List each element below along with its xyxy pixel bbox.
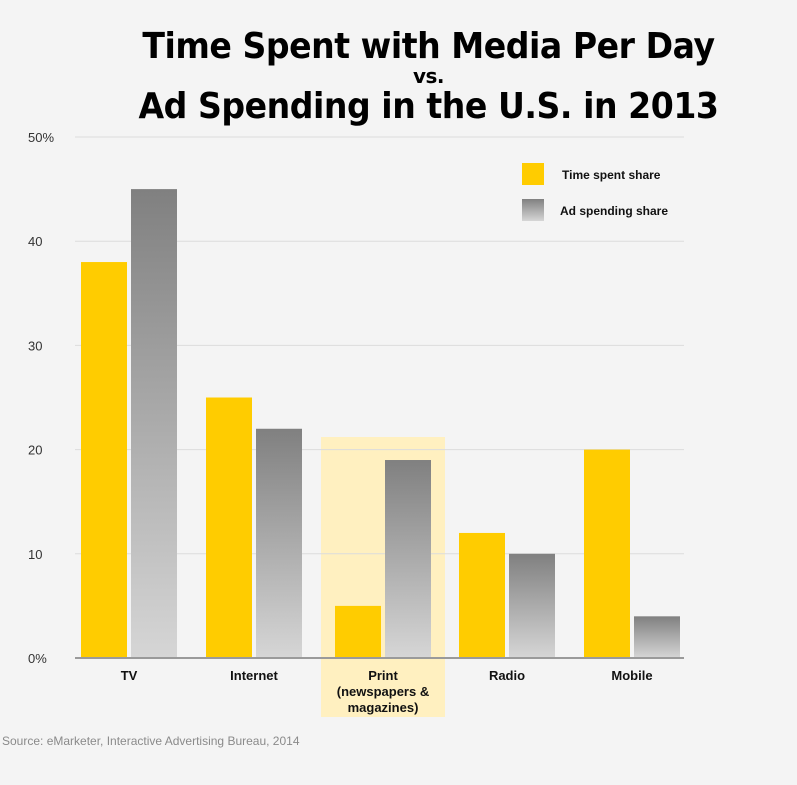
bar-time-spent-share xyxy=(81,262,127,658)
source-note: Source: eMarketer, Interactive Advertisi… xyxy=(2,734,300,748)
chart-title-line-2: vs. xyxy=(412,64,445,88)
x-tick-label: Radio xyxy=(489,668,525,683)
bar-ad-spending-share xyxy=(634,616,680,658)
x-tick-label: Mobile xyxy=(611,668,652,683)
y-tick-label: 0% xyxy=(28,651,47,666)
chart-title-line-1: Time Spent with Media Per Day xyxy=(142,26,715,67)
y-tick-label: 50% xyxy=(28,130,54,145)
bar-time-spent-share xyxy=(206,397,252,658)
legend-label-time-spent: Time spent share xyxy=(562,168,661,182)
bar-ad-spending-share xyxy=(385,460,431,658)
legend-swatch-ad-spending xyxy=(522,199,544,221)
y-tick-label: 40 xyxy=(28,234,42,249)
bar-time-spent-share xyxy=(584,449,630,658)
x-tick-label: magazines) xyxy=(348,700,419,715)
legend-label-ad-spending: Ad spending share xyxy=(560,204,668,218)
y-tick-label: 30 xyxy=(28,338,42,353)
bar-ad-spending-share xyxy=(509,553,555,658)
legend-swatch-time-spent xyxy=(522,163,544,185)
chart-title-line-3: Ad Spending in the U.S. in 2013 xyxy=(138,86,719,127)
x-tick-label: (newspapers & xyxy=(337,684,429,699)
x-tick-label: Internet xyxy=(230,668,278,683)
x-tick-label: TV xyxy=(121,668,138,683)
bar-ad-spending-share xyxy=(256,428,302,658)
bar-time-spent-share xyxy=(459,532,505,658)
bar-time-spent-share xyxy=(335,605,381,658)
y-tick-label: 10 xyxy=(28,547,42,562)
bar-ad-spending-share xyxy=(131,189,177,658)
y-tick-label: 20 xyxy=(28,443,42,458)
x-tick-label: Print xyxy=(368,668,398,683)
